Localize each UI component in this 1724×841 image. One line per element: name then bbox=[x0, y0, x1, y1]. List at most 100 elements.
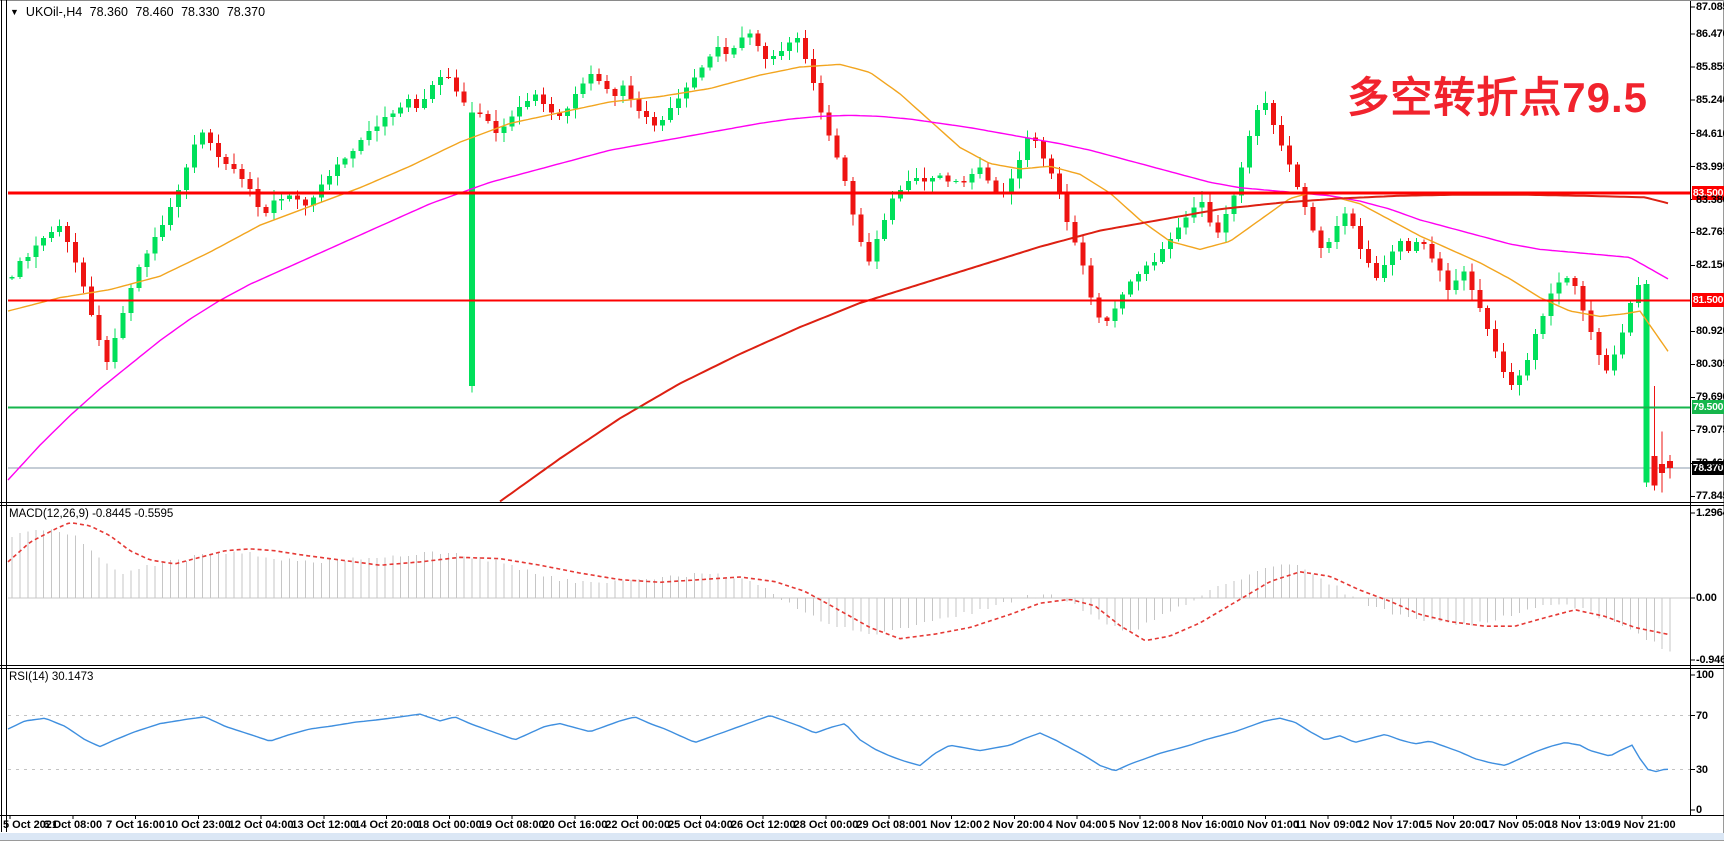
candle bbox=[1247, 135, 1253, 168]
rsi-axis-label: 0 bbox=[1696, 804, 1702, 816]
candle bbox=[1453, 280, 1459, 290]
candle bbox=[723, 47, 729, 55]
candle bbox=[414, 99, 420, 108]
panel-resize-handle-macd[interactable] bbox=[0, 502, 1724, 503]
candle bbox=[517, 107, 523, 117]
candle bbox=[874, 239, 880, 262]
candle bbox=[65, 225, 71, 243]
current-price-tag: 78.370 bbox=[1692, 461, 1724, 475]
candle bbox=[334, 164, 340, 177]
candle bbox=[160, 225, 166, 238]
candle bbox=[1516, 375, 1522, 386]
candle bbox=[9, 277, 15, 279]
candle bbox=[1485, 307, 1491, 329]
candle bbox=[1477, 289, 1483, 308]
candle bbox=[366, 131, 372, 140]
rsi-line bbox=[7, 713, 1669, 773]
candle bbox=[1215, 222, 1221, 233]
candle bbox=[1564, 278, 1570, 283]
candle bbox=[1405, 240, 1411, 252]
time-axis-label: 19 Oct 08:00 bbox=[479, 819, 545, 831]
price-axis-label: 84.610 bbox=[1696, 127, 1724, 140]
price-axis-label: 83.380 bbox=[1696, 193, 1724, 206]
candle bbox=[1532, 334, 1538, 361]
time-axis-label: 15 Nov 20:00 bbox=[1420, 819, 1488, 831]
candle bbox=[501, 126, 507, 133]
candle bbox=[731, 47, 737, 55]
candle bbox=[1112, 308, 1118, 322]
candle bbox=[786, 42, 792, 52]
ma-slow-magenta bbox=[7, 114, 1669, 481]
candle bbox=[866, 242, 872, 262]
price-axis-label: 79.075 bbox=[1696, 424, 1724, 437]
candle bbox=[937, 175, 943, 178]
candle bbox=[525, 100, 531, 108]
candle bbox=[1318, 230, 1324, 249]
candle bbox=[1064, 193, 1070, 222]
candle bbox=[382, 117, 388, 127]
candle bbox=[636, 98, 642, 112]
candle bbox=[1580, 285, 1586, 311]
candle bbox=[1263, 102, 1269, 111]
price-axis-label: 80.305 bbox=[1696, 358, 1724, 371]
candle bbox=[112, 337, 118, 363]
candle bbox=[985, 167, 991, 181]
price-axis-label: 78.460 bbox=[1696, 457, 1724, 470]
candle bbox=[564, 108, 570, 117]
candle bbox=[1040, 140, 1046, 159]
candle bbox=[707, 56, 713, 68]
candle bbox=[588, 73, 594, 84]
candle bbox=[152, 237, 158, 254]
candle bbox=[295, 195, 301, 200]
candle bbox=[794, 37, 800, 43]
candle bbox=[445, 77, 451, 79]
window-top-border bbox=[0, 0, 1724, 1]
candle bbox=[1175, 227, 1181, 239]
candle bbox=[1088, 265, 1094, 298]
candle bbox=[176, 189, 182, 207]
candle bbox=[33, 245, 39, 258]
candle bbox=[1056, 173, 1062, 194]
time-axis-label: 14 Oct 20:00 bbox=[354, 819, 420, 831]
price-axis-label: 80.920 bbox=[1696, 325, 1724, 338]
candle bbox=[303, 199, 309, 206]
candle bbox=[953, 180, 959, 183]
candle bbox=[17, 261, 23, 278]
candle bbox=[660, 119, 666, 126]
horizontal-scrollbar[interactable] bbox=[0, 833, 1724, 840]
candle bbox=[1493, 328, 1499, 352]
candle bbox=[1239, 167, 1245, 196]
annotation-text-object[interactable]: 多空转折点79.5 bbox=[1347, 74, 1648, 121]
candle bbox=[104, 340, 110, 363]
candle bbox=[350, 150, 356, 159]
candle bbox=[882, 219, 888, 240]
candle bbox=[1326, 242, 1332, 249]
rsi-panel-top-border bbox=[0, 668, 1724, 669]
macd-axis-label: 1.2964 bbox=[1696, 507, 1724, 519]
candle bbox=[890, 198, 896, 220]
candle bbox=[1461, 271, 1467, 281]
candle bbox=[191, 144, 197, 168]
time-axis-label: 13 Oct 12:00 bbox=[291, 819, 357, 831]
price-axis-label: 86.470 bbox=[1696, 27, 1724, 40]
time-axis-label: 29 Oct 08:00 bbox=[856, 819, 922, 831]
panel-resize-handle-rsi[interactable] bbox=[0, 665, 1724, 666]
candle bbox=[961, 180, 967, 183]
candle bbox=[1358, 226, 1364, 249]
candle bbox=[406, 99, 412, 108]
candle bbox=[1183, 217, 1189, 228]
candle bbox=[1627, 303, 1633, 333]
time-axis-label: 28 Oct 00:00 bbox=[793, 819, 859, 831]
time-axis-label: 12 Oct 04:00 bbox=[228, 819, 294, 831]
candle bbox=[1620, 332, 1626, 355]
candle bbox=[1231, 195, 1237, 215]
candle bbox=[644, 111, 650, 118]
symbol-dropdown-icon[interactable]: ▼ bbox=[10, 7, 19, 17]
candle bbox=[763, 46, 769, 60]
candle bbox=[1072, 221, 1078, 243]
candle bbox=[977, 167, 983, 174]
price-axis-label: 87.085 bbox=[1696, 1, 1724, 13]
time-axis-label: 12 Nov 17:00 bbox=[1357, 819, 1425, 831]
